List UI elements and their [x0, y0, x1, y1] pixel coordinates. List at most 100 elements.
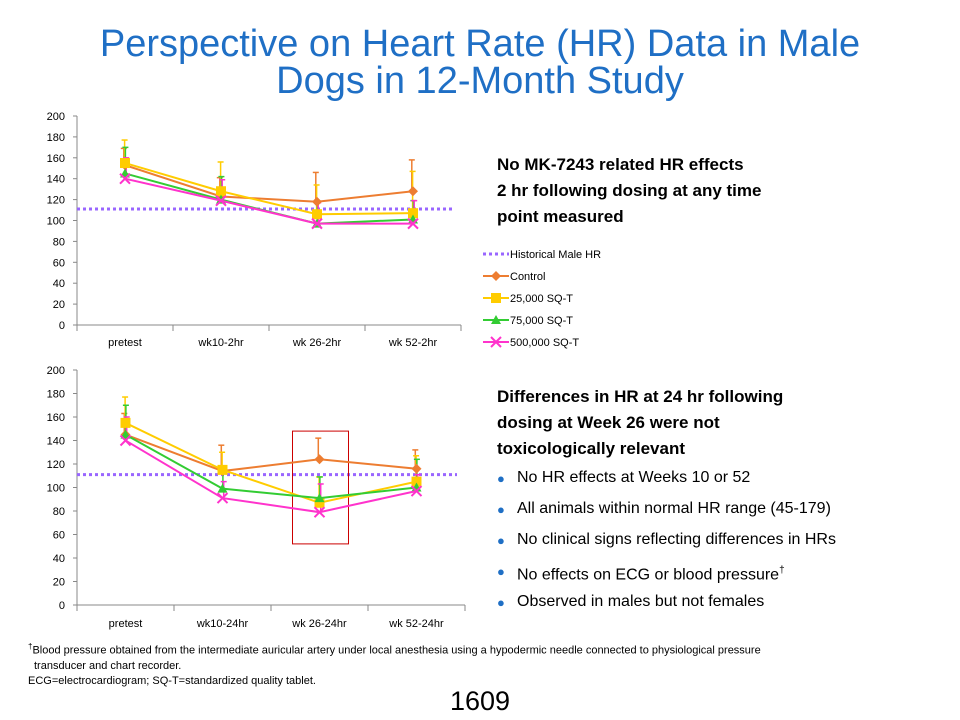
x-tick-label: pretest: [108, 337, 142, 349]
y-tick-label: 0: [59, 320, 65, 332]
y-tick-label: 140: [47, 174, 65, 186]
x-tick-label: wk10-2hr: [197, 337, 244, 349]
y-tick-label: 80: [53, 236, 65, 248]
series-line: [124, 164, 414, 203]
data-point: [411, 476, 422, 487]
y-tick-label: 180: [47, 389, 65, 401]
legend-marker: [491, 271, 501, 281]
bullet-text: All animals within normal HR range (45-1…: [517, 500, 831, 517]
data-point: [408, 186, 418, 197]
footnote-dagger: †: [28, 642, 33, 651]
y-tick-label: 80: [53, 506, 65, 518]
y-tick-label: 160: [47, 153, 65, 165]
callout-24hr-line-3: toxicologically relevant: [497, 439, 686, 458]
callout-2hr-line-3: point measured: [497, 207, 624, 226]
legend-label: Historical Male HR: [510, 249, 601, 261]
bullet-list: ● No HR effects at Weeks 10 or 52 ● All an…: [497, 468, 836, 623]
y-tick-label: 160: [47, 412, 65, 424]
callout-24hr: Differences in HR at 24 hr following dos…: [497, 384, 877, 462]
legend-label: Control: [510, 271, 545, 283]
bullet-item: ● Observed in males but not females: [497, 592, 836, 623]
bullet-text: No clinical signs reflecting differences…: [517, 531, 836, 548]
x-tick-label: wk 52-24hr: [388, 618, 444, 630]
data-point: [408, 208, 418, 219]
y-tick-label: 60: [53, 530, 65, 542]
footnote-line-3: ECG=electrocardiogram; SQ-T=standardized…: [28, 674, 316, 687]
footnote: †Blood pressure obtained from the interm…: [28, 639, 928, 689]
data-point: [411, 463, 422, 474]
data-point: [119, 172, 131, 185]
legend-marker: [490, 336, 502, 348]
y-tick-label: 100: [47, 216, 65, 228]
data-point: [120, 158, 130, 169]
legend-label: 25,000 SQ-T: [510, 293, 573, 305]
series-line: [124, 177, 413, 225]
y-tick-label: 100: [47, 483, 65, 495]
bullet-dot-icon: ●: [497, 471, 505, 486]
bullet-dot-icon: ●: [497, 564, 505, 579]
series-line: [125, 433, 417, 500]
legend-marker: [491, 293, 501, 303]
bullet-dot-icon: ●: [497, 595, 505, 610]
y-tick-label: 180: [47, 132, 65, 144]
bullet-item: ● All animals within normal HR range (45-…: [497, 499, 836, 530]
y-tick-label: 200: [47, 111, 65, 123]
y-tick-label: 20: [53, 299, 65, 311]
data-point: [217, 464, 228, 475]
y-tick-label: 20: [53, 577, 65, 589]
bullet-dot-icon: ●: [497, 502, 505, 517]
data-point: [410, 485, 423, 497]
data-point: [314, 454, 325, 465]
y-tick-label: 120: [47, 459, 65, 471]
series-line: [125, 421, 417, 504]
page-title: Perspective on Heart Rate (HR) Data in M…: [20, 23, 940, 102]
bullet-text: Observed in males but not females: [517, 593, 765, 610]
y-tick-label: 40: [53, 278, 65, 290]
series-line: [124, 162, 414, 216]
x-tick-label: wk 52-2hr: [388, 337, 438, 349]
callout-2hr-line-1: No MK-7243 related HR effects: [497, 155, 744, 174]
bullet-text: No HR effects at Weeks 10 or 52: [517, 469, 751, 486]
y-tick-label: 140: [47, 436, 65, 448]
data-point: [314, 493, 325, 503]
series-line: [125, 433, 417, 473]
y-tick-label: 60: [53, 257, 65, 269]
x-tick-label: pretest: [109, 618, 143, 630]
data-point: [314, 497, 325, 508]
footnote-line-1: †Blood pressure obtained from the interm…: [28, 642, 761, 657]
data-point: [119, 434, 132, 447]
title-line-1: Perspective on Heart Rate (HR) Data in M…: [99, 23, 861, 65]
bullet-item: ● No HR effects at Weeks 10 or 52: [497, 468, 836, 499]
y-tick-label: 0: [59, 600, 65, 612]
data-point: [216, 186, 226, 197]
bullet-dot-icon: ●: [497, 533, 505, 548]
x-tick-label: wk 26-24hr: [291, 618, 347, 630]
y-tick-label: 200: [47, 365, 65, 377]
x-tick-label: wk 26-2hr: [292, 337, 342, 349]
y-tick-label: 120: [47, 195, 65, 207]
data-point: [216, 492, 229, 504]
title-line-2: Dogs in 12-Month Study: [276, 60, 684, 102]
legend-marker: [491, 315, 501, 324]
callout-2hr-line-2: 2 hr following dosing at any time: [497, 181, 762, 200]
footnote-line-2: transducer and chart recorder.: [34, 659, 182, 672]
data-point: [120, 429, 131, 439]
series-line: [124, 439, 417, 514]
data-point: [311, 217, 323, 230]
bullet-item: ● No clinical signs reflecting difference…: [497, 530, 836, 561]
legend-label: 75,000 SQ-T: [510, 315, 573, 327]
callout-24hr-line-1: Differences in HR at 24 hr following: [497, 387, 784, 406]
data-point: [120, 417, 131, 428]
data-point: [215, 194, 227, 207]
bullet-item: ● No effects on ECG or blood pressure†: [497, 561, 836, 592]
data-point: [313, 506, 326, 518]
legend-label: 500,000 SQ-T: [510, 337, 579, 349]
dagger-mark: †: [779, 565, 785, 576]
callout-24hr-line-2: dosing at Week 26 were not: [497, 413, 720, 432]
data-point: [312, 209, 322, 220]
y-tick-label: 40: [53, 553, 65, 565]
callout-2hr: No MK-7243 related HR effects 2 hr follo…: [497, 152, 797, 230]
data-point: [217, 483, 228, 493]
